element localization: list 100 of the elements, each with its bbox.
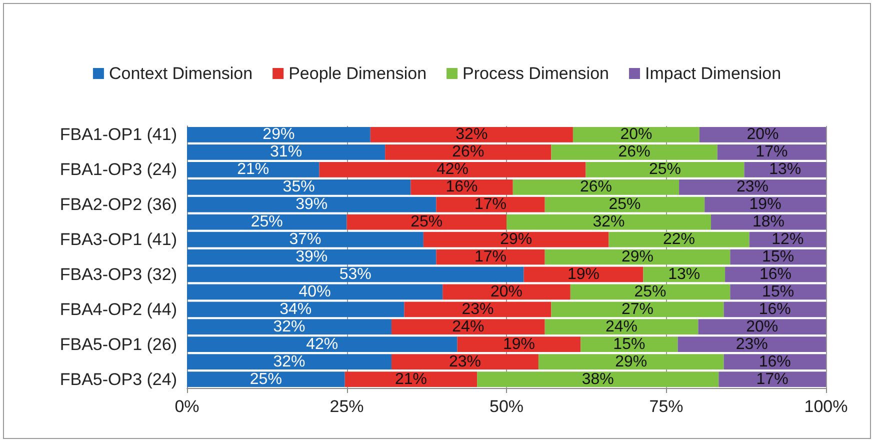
data-label: 42% [436,161,469,178]
data-label: 13% [668,266,700,283]
data-label: 27% [621,300,654,318]
data-label: 40% [298,283,331,300]
bar [544,319,698,335]
bar [187,214,347,230]
bar [187,162,320,178]
bar [423,232,609,248]
y-tick-label: FBA2-OP2 (36) [60,195,177,214]
data-label: 13% [769,161,802,178]
data-label: 15% [762,283,794,300]
bar [710,214,826,230]
data-label: 20% [490,283,523,300]
data-label: 25% [250,214,283,231]
data-label: 23% [448,353,481,370]
bar [436,196,545,212]
bar [187,302,404,318]
bar [187,284,443,300]
bar [385,144,552,160]
data-label: 32% [592,214,625,231]
bar [187,354,392,370]
data-label: 18% [752,214,785,231]
bar [679,179,826,195]
data-label: 12% [772,231,804,248]
data-label: 15% [613,336,646,353]
data-label: 23% [462,300,494,318]
bar [477,372,719,387]
bar [724,302,826,318]
bar [551,302,724,318]
data-label: 16% [760,266,792,283]
bar [580,336,678,352]
data-label: 39% [296,248,328,266]
x-tick-label: 25% [330,397,364,416]
data-label: 39% [296,196,328,214]
data-label: 38% [582,370,614,388]
y-tick-label: FBA4-OP2 (44) [60,300,177,319]
data-label: 21% [237,161,270,178]
data-label: 32% [273,318,306,336]
bar [506,214,711,230]
bar [410,179,513,195]
data-label: 25% [634,283,666,300]
data-label: 19% [502,336,535,353]
y-tick-label: FBA5-OP1 (26) [60,334,177,354]
bar [608,232,750,248]
data-label: 19% [749,196,782,214]
bar [442,284,570,300]
y-tick-label: FBA3-OP1 (41) [60,230,177,250]
bar [457,336,581,352]
bar [551,144,718,160]
bar [187,144,386,160]
bar [704,196,826,212]
data-label: 37% [289,231,322,248]
data-label: 23% [736,178,769,196]
x-tick-label: 50% [489,397,524,416]
legend-label: Process Dimension [462,64,609,83]
bar [698,319,826,335]
bar [187,196,436,212]
y-tick-label: FBA1-OP1 (41) [60,125,177,144]
data-label: 26% [618,144,650,161]
data-label: 16% [758,353,791,370]
data-label: 35% [282,178,315,196]
data-label: 29% [615,353,648,370]
data-label: 17% [756,144,788,161]
bar [544,249,730,265]
bar [544,196,705,212]
bar [538,354,724,370]
bar [187,266,524,282]
bar [724,354,826,370]
bar [391,319,545,335]
bar [187,319,392,335]
bar [699,127,826,142]
data-label: 24% [452,318,484,336]
data-label: 19% [567,266,600,283]
bar [436,249,545,265]
x-tick-label: 100% [804,397,848,416]
data-label: 32% [456,126,488,144]
bar [572,127,700,142]
data-label: 29% [262,126,295,144]
data-label: 17% [474,196,507,214]
bar [187,179,411,195]
data-label: 25% [250,370,282,388]
bar [717,144,826,160]
data-label: 16% [758,300,791,318]
y-tick-label: FBA1-OP3 (24) [60,160,177,180]
bar [346,214,506,230]
data-label: 21% [394,370,427,388]
bar [678,336,826,352]
x-tick-label: 0% [174,397,200,416]
bar [718,372,826,387]
bar [187,336,458,352]
data-label: 42% [306,336,338,353]
bar [344,372,478,387]
data-label: 29% [500,231,532,248]
y-tick-label: FBA3-OP3 (32) [60,264,177,284]
data-label: 17% [756,370,788,388]
data-label: 32% [273,353,306,370]
data-label: 31% [270,144,302,161]
legend-label: Context Dimension [108,64,253,83]
data-label: 25% [648,161,681,178]
data-label: 34% [280,300,312,318]
